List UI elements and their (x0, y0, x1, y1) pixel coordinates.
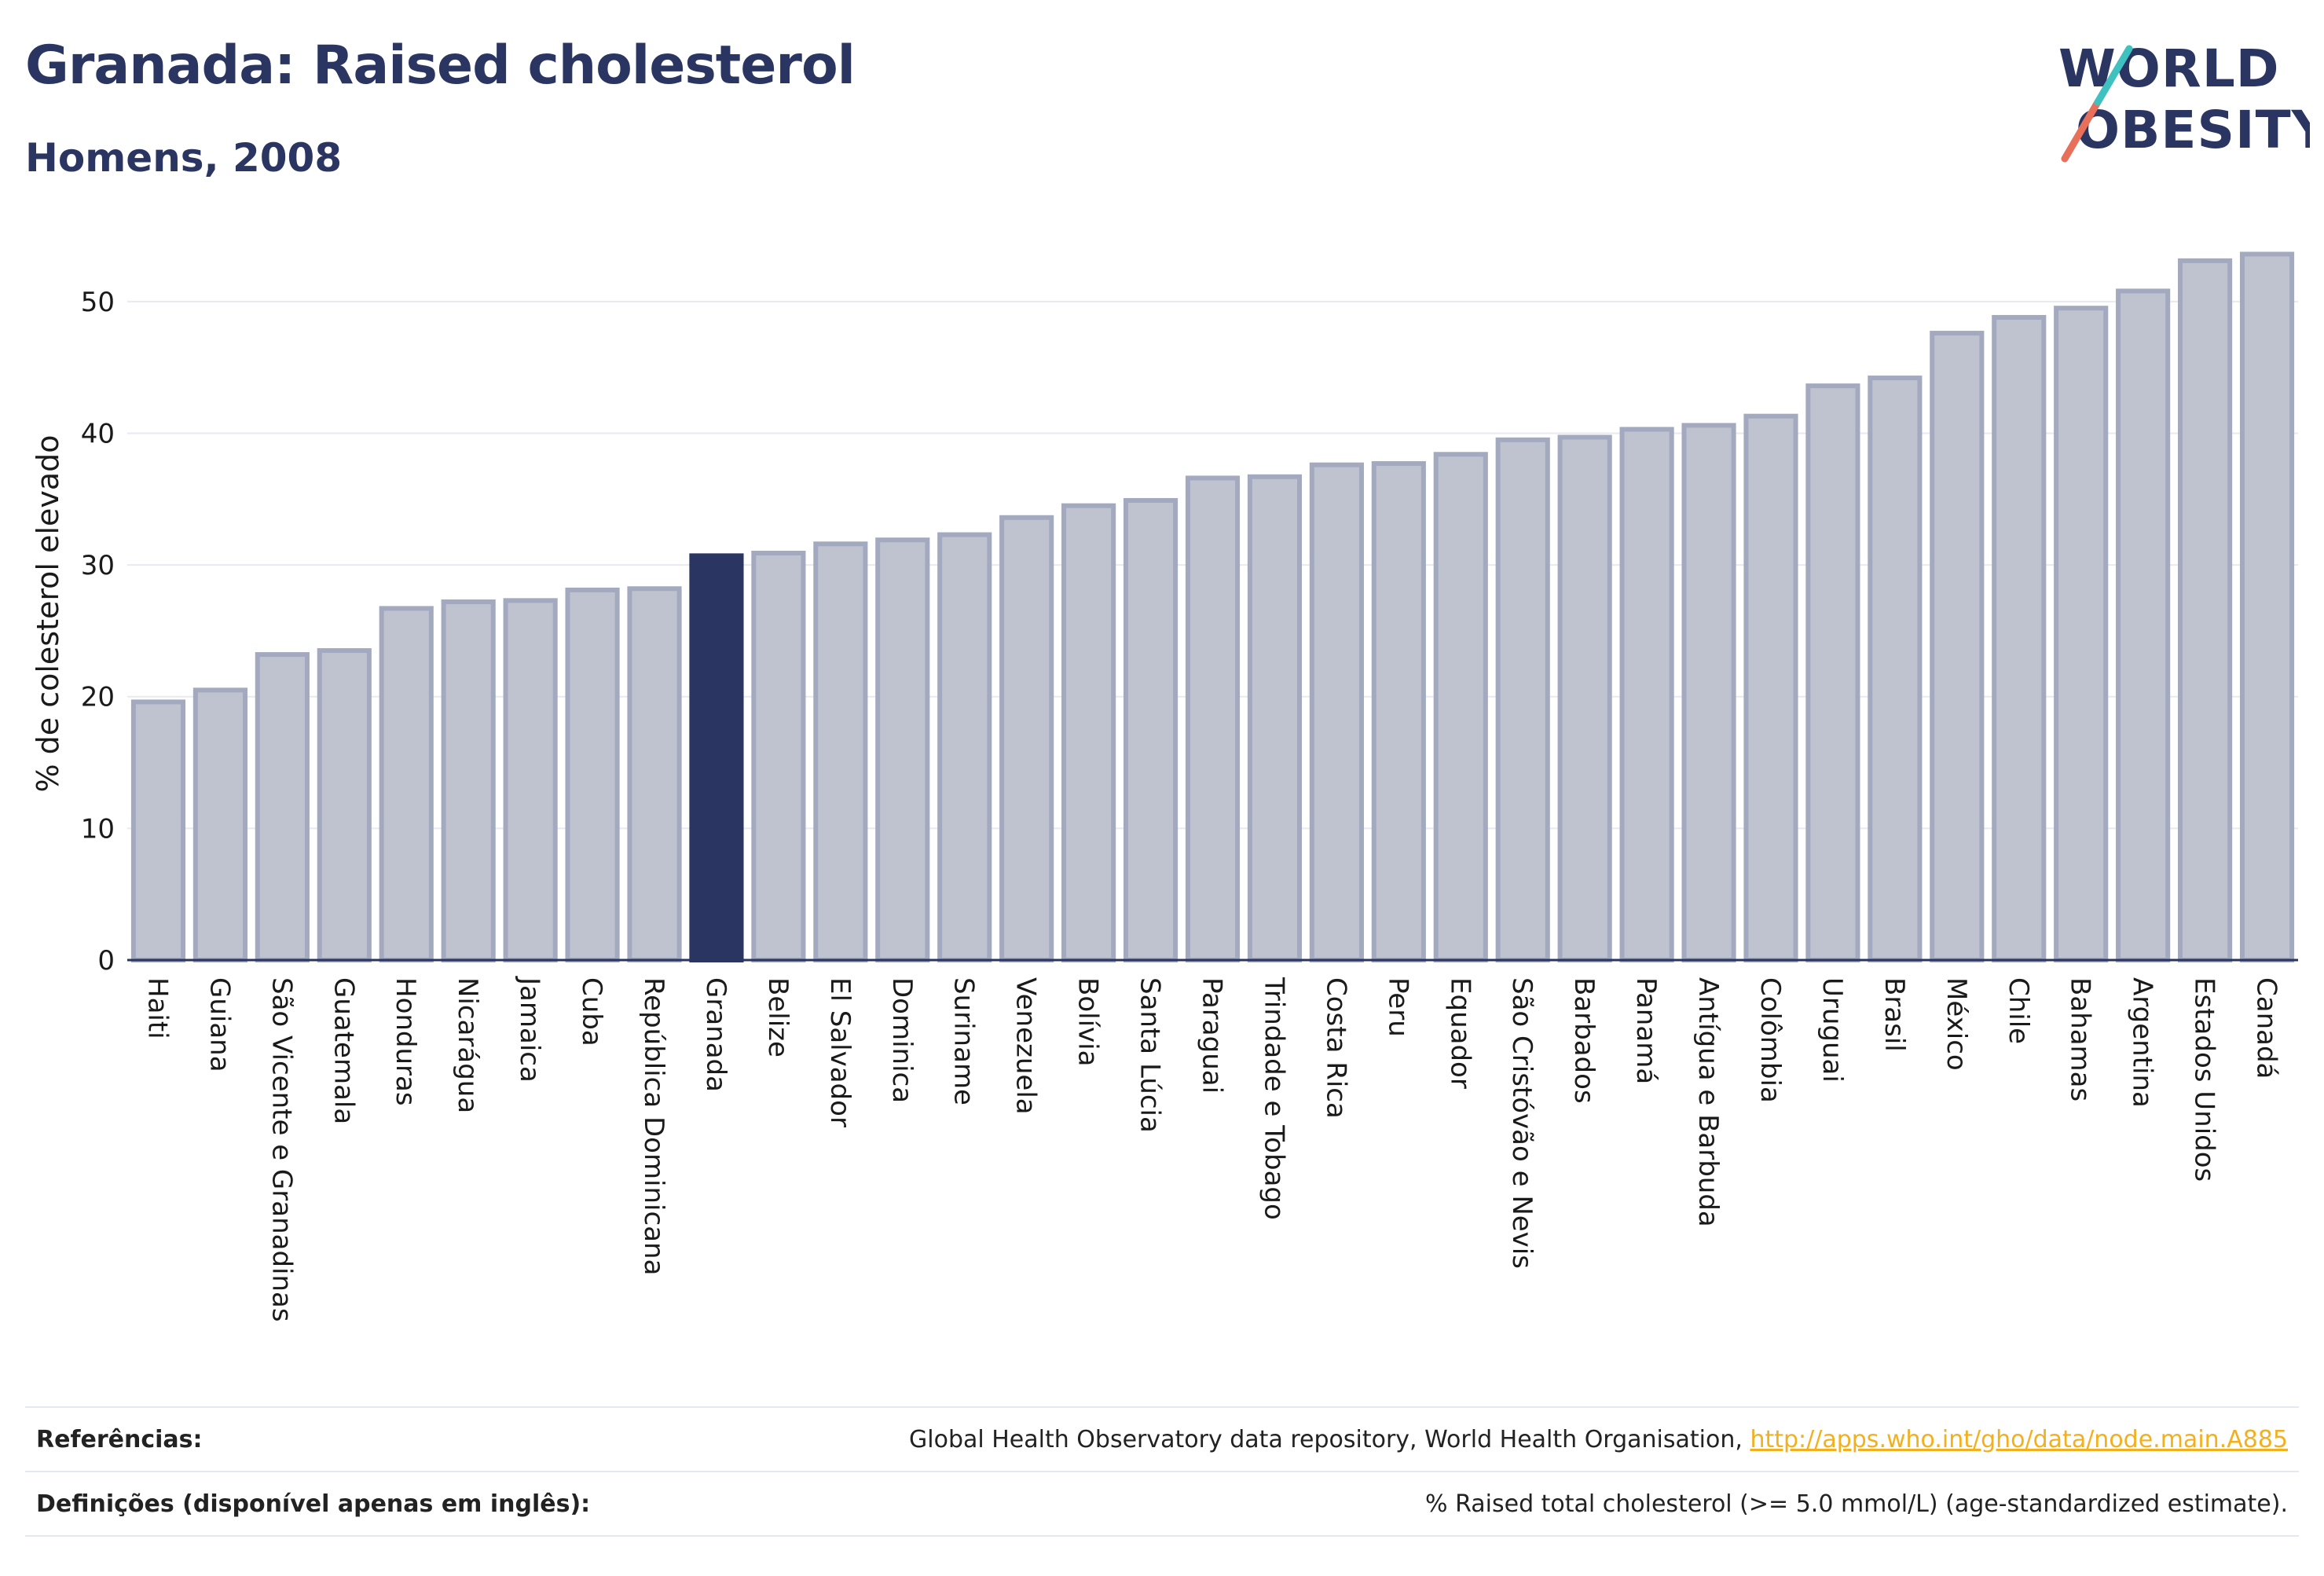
y-tick-label: 30 (81, 550, 115, 581)
bar (503, 598, 558, 962)
x-tick-label: Guatemala (328, 977, 359, 1124)
x-tick-label: Suriname (948, 977, 980, 1105)
bar (627, 586, 682, 962)
x-tick-label: México (1941, 977, 1972, 1071)
x-tick-label: Costa Rica (1320, 977, 1351, 1119)
x-tick-label: Cuba (576, 977, 607, 1046)
x-tick-label: Argentina (2127, 977, 2158, 1108)
bar (255, 652, 310, 962)
svg-text:OBESITY: OBESITY (2076, 100, 2310, 160)
x-tick-label: Haiti (141, 977, 173, 1039)
svg-text:WORLD: WORLD (2058, 38, 2280, 99)
bar (937, 532, 992, 962)
bar (1557, 434, 1612, 962)
bar (1247, 474, 1303, 962)
x-tick-label: Nicarágua (452, 977, 483, 1113)
bar (875, 537, 930, 962)
bar (751, 551, 806, 962)
bar (1992, 314, 2047, 962)
x-tick-label: Chile (2003, 977, 2034, 1044)
x-tick-label: Jamaica (514, 976, 545, 1083)
y-tick-label: 40 (81, 418, 115, 449)
x-tick-label: Paraguai (1197, 977, 1228, 1094)
bar (565, 587, 620, 963)
bar-chart: 0 10 20 30 40 50 Haiti Guiana São Vicente e Gra… (31, 251, 2298, 1322)
bar (999, 515, 1054, 962)
bar (1743, 413, 1798, 962)
x-tick-label: Brasil (1879, 977, 1910, 1052)
x-tick-label: Antígua e Barbuda (1692, 977, 1724, 1227)
x-tick-label: Bahamas (2065, 977, 2096, 1101)
x-tick-label: Granada (700, 977, 731, 1092)
bar (2178, 258, 2233, 963)
bar (192, 687, 247, 962)
references-label: Referências: (36, 1425, 203, 1453)
x-tick-label: Equador (1444, 977, 1475, 1089)
x-tick-label: Santa Lúcia (1135, 977, 1166, 1133)
definitions-row: Definições (disponível apenas em inglês)… (25, 1471, 2299, 1537)
page-subtitle: Homens, 2008 (25, 135, 343, 181)
x-tick-label: Colômbia (1754, 977, 1786, 1103)
x-tick-label: Estados Unidos (2189, 977, 2220, 1182)
definitions-value: % Raised total cholesterol (>= 5.0 mmol/… (1425, 1490, 2288, 1518)
bar (1868, 376, 1923, 962)
x-tick-label: Guiana (203, 977, 235, 1072)
bar (1433, 452, 1488, 962)
y-axis-title: % de colesterol elevado (31, 434, 65, 792)
x-tick-label: Barbados (1568, 977, 1600, 1104)
x-tick-label: São Cristóvão e Nevis (1506, 977, 1538, 1269)
definitions-label: Definições (disponível apenas em inglês)… (36, 1490, 591, 1518)
y-tick-label: 10 (81, 813, 115, 845)
bar (1123, 497, 1178, 962)
x-tick-label: Belize (762, 977, 794, 1057)
x-tick-label: Panamá (1630, 977, 1662, 1084)
x-tick-label: El Salvador (824, 977, 856, 1127)
x-tick-label: Honduras (390, 977, 421, 1106)
bar (1309, 462, 1364, 962)
x-tick-label: Trindade e Tobago (1258, 977, 1289, 1220)
y-tick-label: 20 (81, 682, 115, 713)
bar (1061, 503, 1116, 962)
bar (2116, 288, 2171, 962)
bars (130, 251, 2295, 963)
bar (1185, 475, 1241, 962)
bar (1371, 461, 1426, 962)
bar (1495, 437, 1550, 962)
x-tick-label: Bolívia (1072, 977, 1104, 1066)
bar (441, 599, 496, 963)
x-tick-label: Canadá (2251, 977, 2282, 1079)
bar (1805, 383, 1860, 962)
page-title: Granada: Raised cholesterol (25, 35, 856, 97)
x-tick-label: Dominica (886, 977, 918, 1103)
x-tick-label: Venezuela (1010, 977, 1042, 1115)
y-tick-label: 50 (81, 287, 115, 318)
bar (813, 541, 868, 962)
x-tick-label: São Vicente e Granadinas (266, 977, 297, 1322)
references-link[interactable]: http://apps.who.int/gho/data/node.main.A… (1750, 1425, 2288, 1453)
y-tick-label: 0 (97, 945, 115, 977)
x-tick-labels: Haiti Guiana São Vicente e Granadinas Guate… (141, 976, 2282, 1322)
references-row: Referências: Global Health Observatory d… (25, 1406, 2299, 1471)
world-obesity-logo: WORLD OBESITY (2058, 38, 2310, 163)
references-value: Global Health Observatory data repositor… (909, 1426, 2299, 1453)
bar (2239, 251, 2295, 962)
bar (130, 699, 186, 962)
bar-highlighted (689, 553, 744, 962)
bar (1681, 423, 1736, 962)
x-tick-label: Peru (1382, 977, 1413, 1037)
bar (2054, 306, 2109, 962)
bar (1930, 331, 1985, 962)
x-tick-label: República Dominicana (638, 977, 669, 1275)
bar (317, 648, 372, 963)
x-tick-label: Uruguai (1816, 977, 1848, 1083)
y-tick-labels: 0 10 20 30 40 50 (81, 287, 115, 977)
bar (1619, 427, 1674, 962)
references-text: Global Health Observatory data repositor… (909, 1425, 1750, 1453)
bar (379, 606, 434, 962)
